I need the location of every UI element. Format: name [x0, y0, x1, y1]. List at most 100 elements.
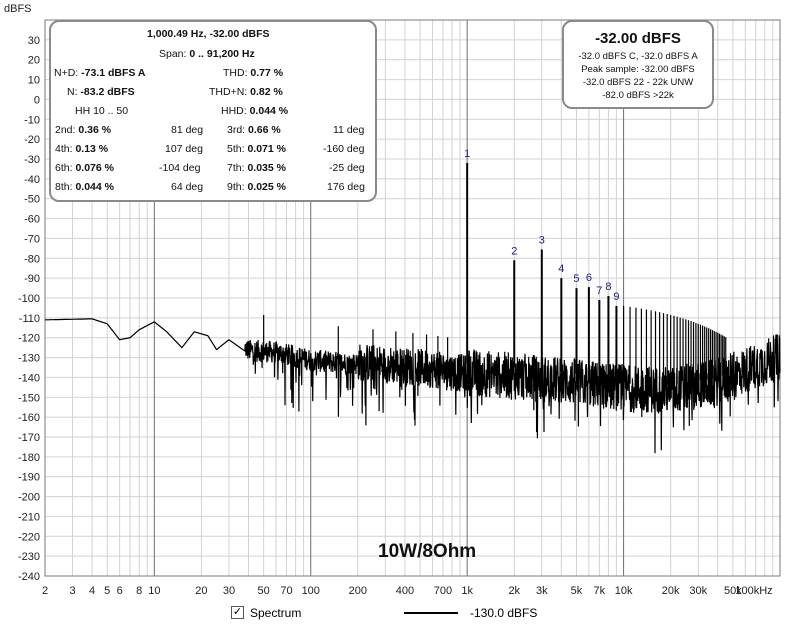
y-tick-label: -180: [18, 452, 40, 464]
span-readout: Span: 0 .. 91,200 Hz: [159, 48, 255, 60]
x-tick-label: 20: [195, 585, 207, 597]
hhd-readout: HHD: 0.044 %: [221, 105, 288, 117]
legend-value: -130.0 dBFS: [470, 606, 538, 620]
y-tick-label: -130: [18, 353, 40, 365]
harmonic-2-phase: 81 deg: [171, 124, 204, 136]
harmonic-6-pct: 0.076 %: [75, 162, 114, 174]
y-tick-label: -10: [24, 114, 40, 126]
harmonic-9-name: 9th:: [227, 181, 245, 193]
harmonic-label: 7: [596, 285, 602, 297]
span-value: 0 .. 91,200 Hz: [189, 48, 255, 60]
level-panel[interactable]: -32.00 dBFS -32.0 dBFS C, -32.0 dBFS A P…: [562, 20, 714, 109]
chart-annotation: 10W/8Ohm: [378, 541, 477, 562]
plot-frame: [44, 19, 781, 577]
nd-readout: N+D: -73.1 dBFS A: [54, 67, 146, 79]
y-tick-label: -140: [18, 372, 40, 384]
x-tick-label: 200: [349, 585, 367, 597]
y-tick-label: -200: [18, 492, 40, 504]
harmonic-3-row: 3rd: 0.66 %: [227, 124, 281, 136]
x-tick-label: 8: [136, 585, 142, 597]
thdn-readout: THD+N: 0.82 %: [209, 86, 283, 98]
harmonic-6-row: 6th: 0.076 %: [55, 162, 114, 174]
y-tick-label: 30: [28, 35, 40, 47]
level-weighted-readout: -32.0 dBFS C, -32.0 dBFS A: [578, 51, 698, 62]
noise-readout: N: -83.2 dBFS: [67, 86, 135, 98]
y-tick-label: -90: [24, 273, 40, 285]
harmonic-7-name: 7th:: [227, 162, 245, 174]
harmonic-5-name: 5th:: [227, 143, 245, 155]
harmonic-2-name: 2nd:: [55, 124, 76, 136]
harmonic-9-pct: 0.025 %: [247, 181, 286, 193]
distortion-panel[interactable]: 1,000.49 Hz, -32.00 dBFS Span: 0 .. 91,2…: [49, 20, 377, 202]
y-tick-label: -20: [24, 134, 40, 146]
x-tick-labels: 2 3 4 5 6 8 10 20 30 50 70 100 200 400 700 1k 2k 3k 5k 7k 10…: [42, 585, 773, 597]
nd-label: N+D:: [54, 67, 79, 79]
harmonic-label: 2: [511, 245, 517, 257]
x-tick-label: 2k: [508, 585, 520, 597]
y-tick-label: -80: [24, 253, 40, 265]
y-tick-label: -170: [18, 432, 40, 444]
y-tick-label: -50: [24, 194, 40, 206]
harmonic-8-row: 8th: 0.044 %: [55, 181, 114, 193]
y-tick-label: 10: [28, 75, 40, 87]
harmonic-5-pct: 0.071 %: [247, 143, 286, 155]
y-tick-label: -60: [24, 214, 40, 226]
x-tick-label: 100: [302, 585, 320, 597]
harmonic-8-pct: 0.044 %: [75, 181, 114, 193]
y-tick-label: -210: [18, 511, 40, 523]
x-tick-label: 50k: [724, 585, 742, 597]
x-tick-label: 100kHz: [735, 585, 772, 597]
harmonic-6-name: 6th:: [55, 162, 73, 174]
harmonic-label: 4: [558, 263, 564, 275]
harmonic-3-name: 3rd:: [227, 124, 246, 136]
harmonic-8-name: 8th:: [55, 181, 73, 193]
harmonic-labels: 1 2 3 45 67 89: [464, 148, 619, 303]
level-main-readout: -32.00 dBFS: [595, 30, 681, 47]
spectrum-chart: 3020100-10-20-30-40-50-60-70-80-90-100-1…: [4, 3, 781, 597]
harmonic-8-phase: 64 deg: [171, 181, 204, 193]
x-tick-label: 400: [396, 585, 414, 597]
harmonic-7-phase: -25 deg: [329, 162, 365, 174]
harmonic-label: 6: [586, 272, 592, 284]
x-tick-label: 20k: [662, 585, 680, 597]
spectrum-checkbox-label[interactable]: Spectrum: [250, 606, 302, 620]
hhd-value: 0.044 %: [249, 105, 289, 117]
x-tick-label: 700: [434, 585, 452, 597]
fundamental-readout: 1,000.49 Hz, -32.00 dBFS: [147, 28, 270, 40]
x-tick-label: 7k: [594, 585, 606, 597]
y-tick-label: -160: [18, 412, 40, 424]
harmonic-9-phase: 176 deg: [327, 181, 365, 193]
x-tick-label: 2: [42, 585, 48, 597]
unweighted-readout: -32.0 dBFS 22 - 22k UNW: [582, 77, 694, 88]
x-tick-label: 50: [258, 585, 270, 597]
harmonic-label: 1: [464, 148, 470, 160]
nd-value: -73.1 dBFS A: [81, 67, 146, 79]
harmonic-3-phase: 11 deg: [333, 124, 365, 136]
x-tick-label: 30k: [689, 585, 707, 597]
thd-label: THD:: [223, 67, 248, 79]
noise-value: -83.2 dBFS: [80, 86, 135, 98]
y-tick-label: -40: [24, 174, 40, 186]
spectrum-trace: [45, 318, 781, 454]
noise-label: N:: [67, 86, 78, 98]
x-tick-label: 6: [117, 585, 123, 597]
y-tick-label: 20: [28, 55, 40, 67]
spectrum-series: [45, 162, 781, 454]
legend-line-swatch: [404, 612, 458, 614]
hhd-label: HHD:: [221, 105, 247, 117]
harmonic-5-row: 5th: 0.071 %: [227, 143, 286, 155]
harmonic-label: 8: [605, 281, 611, 293]
y-tick-label: -150: [18, 392, 40, 404]
spectrum-checkbox[interactable]: ✓: [231, 606, 244, 619]
harmonic-7-row: 7th: 0.035 %: [227, 162, 286, 174]
harmonic-2-pct: 0.36 %: [78, 124, 112, 136]
y-axis-label: dBFS: [4, 3, 32, 15]
thdn-label: THD+N:: [209, 86, 248, 98]
y-tick-label: -190: [18, 472, 40, 484]
harmonic-2-row: 2nd: 0.36 %: [55, 124, 111, 136]
y-tick-label: -220: [18, 531, 40, 543]
x-tick-label: 10k: [615, 585, 633, 597]
harmonic-9-row: 9th: 0.025 %: [227, 181, 286, 193]
x-tick-label: 5k: [571, 585, 583, 597]
harmonic-label: 5: [573, 273, 579, 285]
